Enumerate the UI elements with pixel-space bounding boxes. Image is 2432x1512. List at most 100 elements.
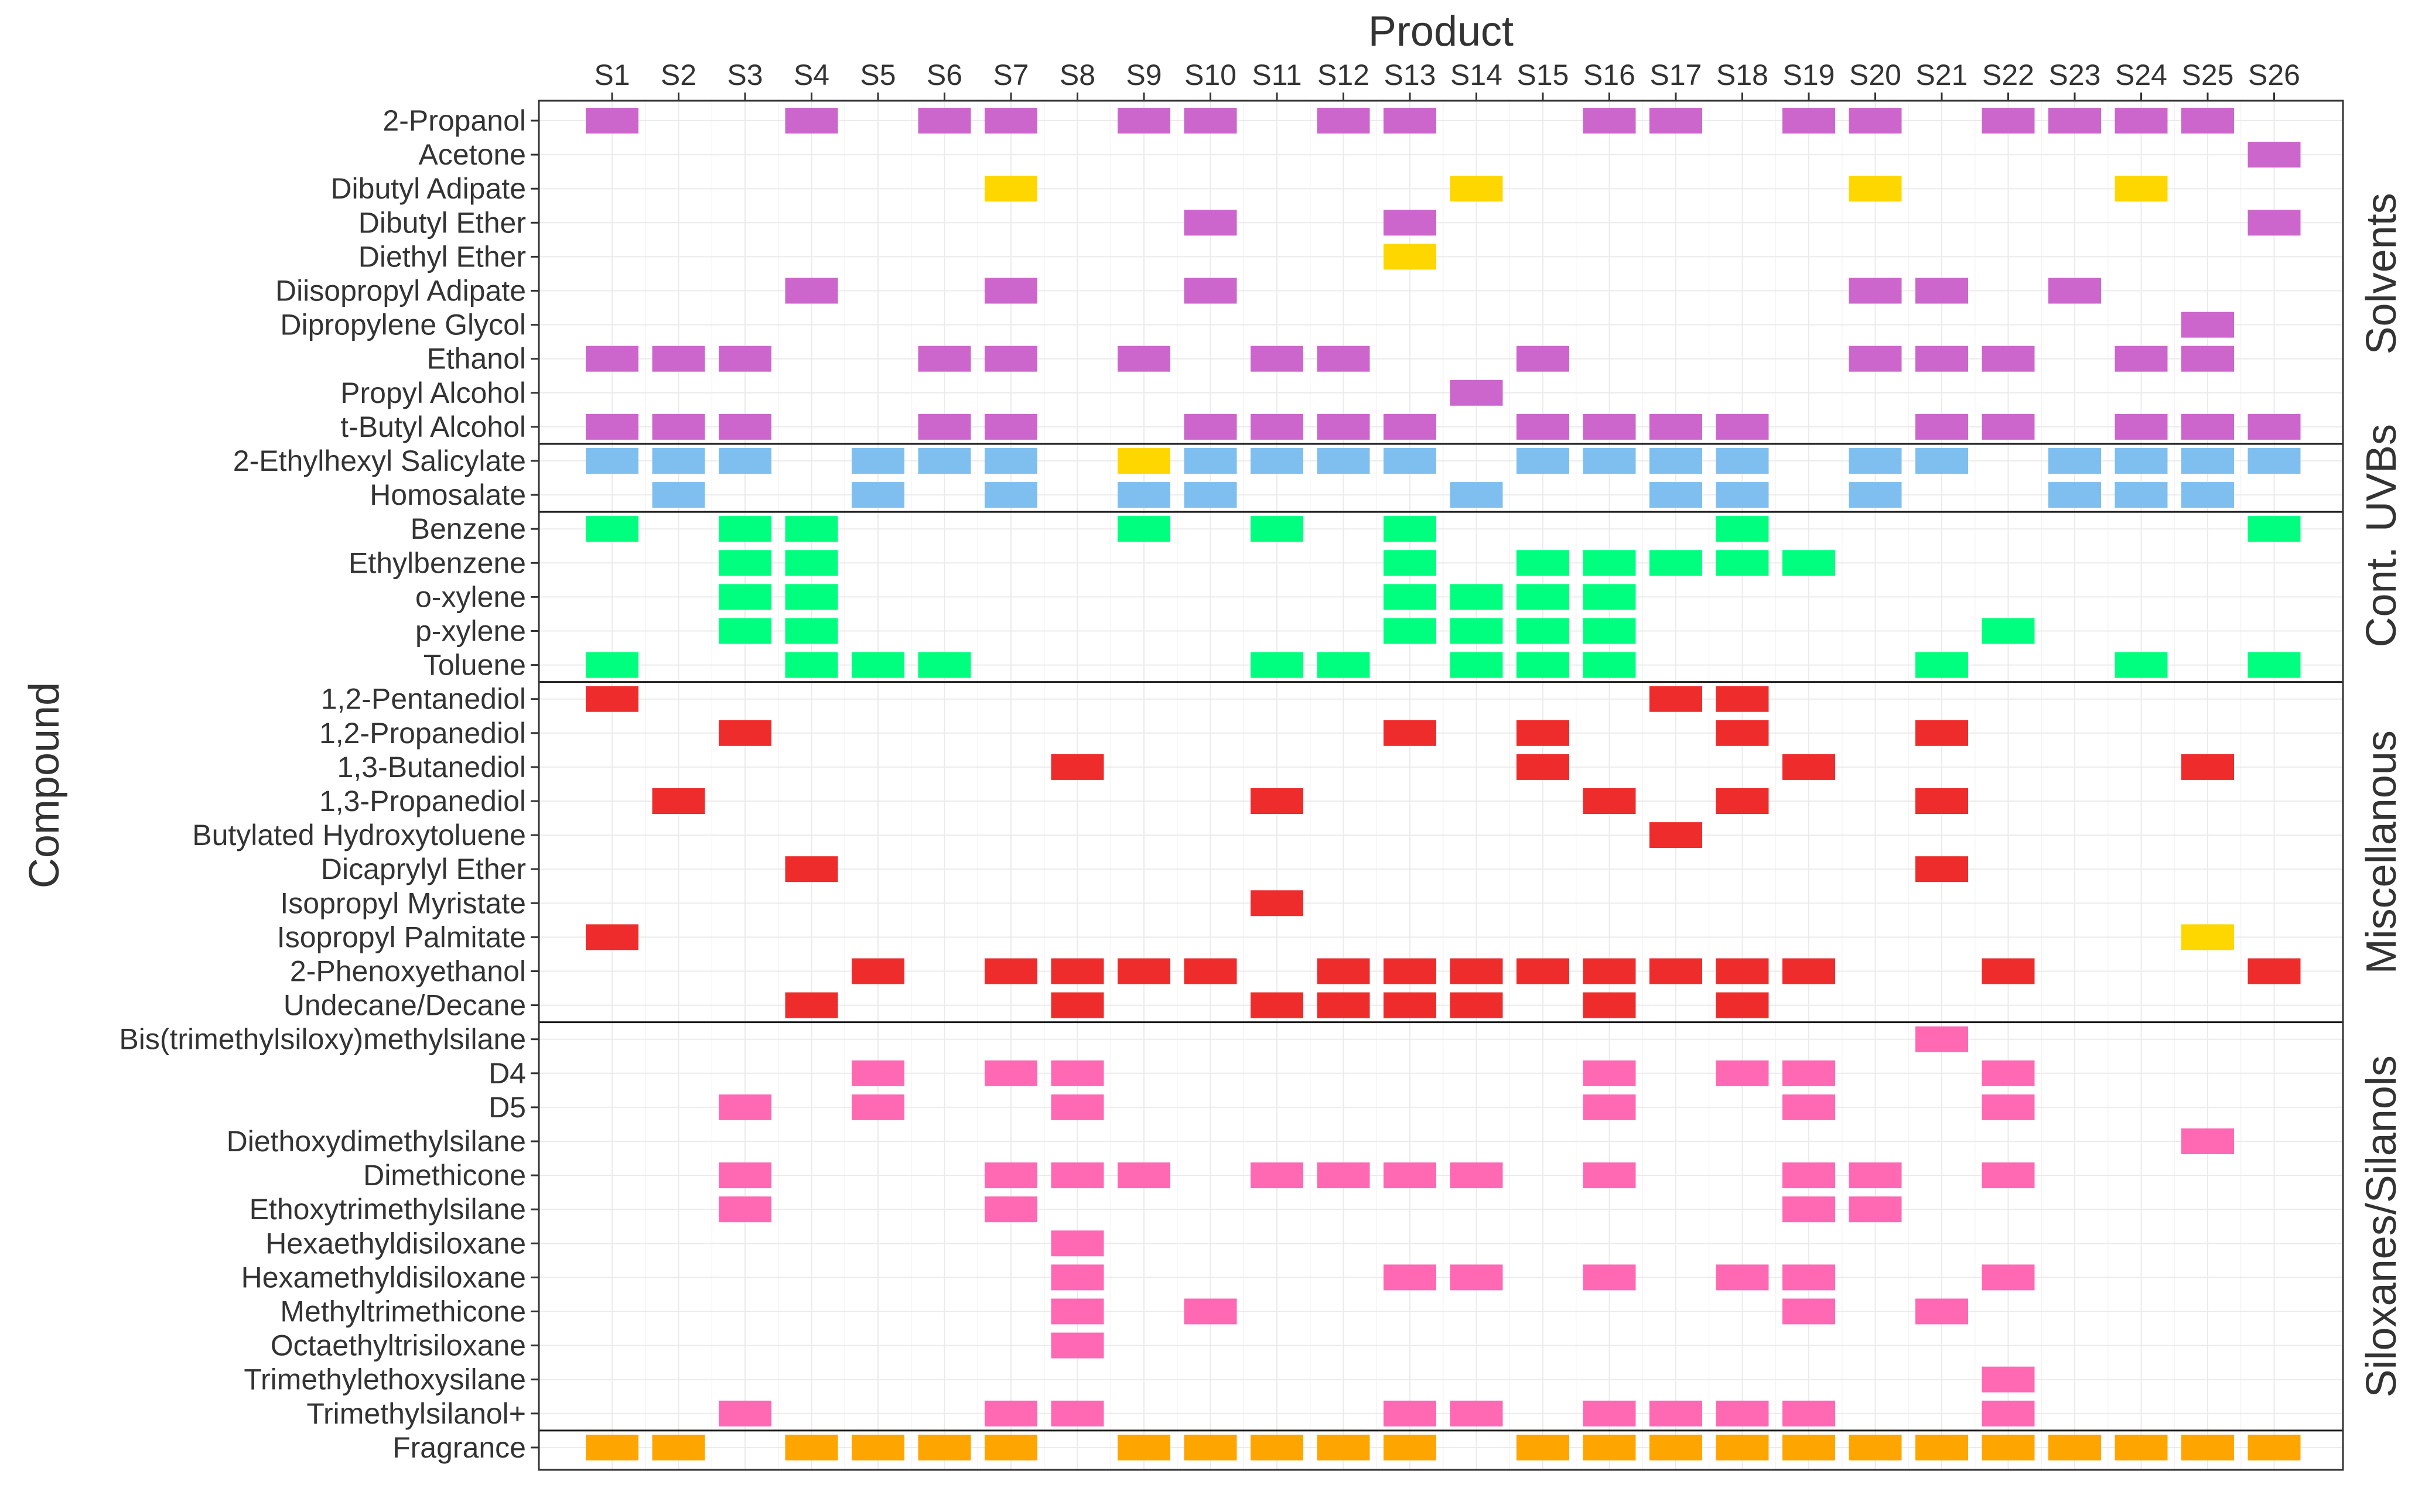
y-tick-label: Ethylbenzene [349,546,526,579]
heatmap-cell [719,618,771,644]
heatmap-cell [985,1400,1037,1427]
heatmap-cell [785,108,838,134]
heatmap-cell [2115,652,2168,678]
heatmap-cell [1516,1434,1569,1460]
heatmap-cell [2115,413,2168,440]
heatmap-cell [1915,788,1968,814]
x-tick-label: S20 [1849,59,1901,91]
x-tick-label: S21 [1916,59,1968,91]
heatmap-cell [2247,210,2301,236]
heatmap-cell [2048,448,2101,474]
heatmap-cell [1782,958,1835,984]
y-tick-label: Diethyl Ether [358,240,526,273]
heatmap-cell [852,1434,904,1460]
heatmap-cell [785,618,838,644]
heatmap-cell [1583,1060,1636,1086]
heatmap-cell [918,413,971,440]
heatmap-cell [1982,1366,2035,1393]
heatmap-cell [1649,1400,1702,1427]
heatmap-cell [1583,1400,1636,1427]
heatmap-cell [1849,482,1902,508]
grid-lines [539,101,2343,1470]
y-tick-label: Fragrance [392,1431,526,1464]
y-tick-label: Undecane/Decane [283,989,526,1022]
heatmap-cell [852,1094,904,1120]
heatmap-cell [1915,1298,1968,1325]
heatmap-cell [1982,1434,2035,1460]
heatmap-cell [1849,448,1902,474]
y-tick-label: Hexaethyldisiloxane [265,1227,526,1260]
y-tick-label: Dimethicone [363,1159,526,1192]
heatmap-cell [2247,1434,2301,1460]
x-tick-label: S25 [2182,59,2234,91]
x-tick-label: S17 [1650,59,1702,91]
heatmap-cell [1716,413,1769,440]
heatmap-cell [985,345,1037,372]
heatmap-cell [1450,1400,1503,1427]
x-tick-label: S22 [1982,59,2034,91]
x-tick-label: S3 [727,59,763,91]
x-tick-label: S10 [1184,59,1237,91]
x-tick-label: S2 [661,59,696,91]
heatmap-cell [1915,1434,1968,1460]
heatmap-cell [1982,1264,2035,1291]
heatmap-cell [1782,1060,1835,1086]
heatmap-cell [1583,108,1636,134]
heatmap-cell [985,1434,1037,1460]
panel-strip-label: UVBs [2358,424,2405,532]
heatmap-cell [1184,108,1237,134]
heatmap-cell [1782,108,1835,134]
heatmap-cell [586,652,638,678]
y-tick-label: Octaethyltrisiloxane [271,1329,526,1362]
heatmap-cell [785,652,838,678]
heatmap-cell [719,516,771,542]
heatmap-cell [2115,345,2168,372]
heatmap-cell [1982,1094,2035,1120]
y-tick-label: 1,2-Propanediol [319,717,526,750]
heatmap-cell [1516,754,1569,780]
heatmap-cell [985,176,1037,202]
heatmap-cell [785,278,838,304]
heatmap-cell [2181,754,2234,780]
y-tick-label: Dipropylene Glycol [280,309,526,341]
heatmap-cell [1982,1060,2035,1086]
heatmap-cell [1649,550,1702,576]
heatmap-cell [1982,1400,2035,1427]
heatmap-cell [1118,345,1170,372]
heatmap-cell [985,958,1037,984]
heatmap-cell [1649,822,1702,849]
heatmap-cell [1384,210,1436,236]
heatmap-cell [1982,108,2035,134]
heatmap-cell [1982,1162,2035,1189]
heatmap-cell [1915,278,1968,304]
x-tick-label: S9 [1126,59,1162,91]
heatmap-cell [1716,720,1769,746]
panel-dividers [539,443,2343,1432]
heatmap-cell [1384,1400,1436,1427]
heatmap-cell [1649,448,1702,474]
heatmap-cell [1118,958,1170,984]
heatmap-cell [719,448,771,474]
heatmap-cell [1649,482,1702,508]
x-axis-tick-labels: S1 S2 S3 S4 S5 S6 S7 S8 S9 S10 S11 S12 S13 S14 S15 S16 S… [594,59,2300,101]
y-tick-label: Isopropyl Palmitate [277,921,526,953]
heatmap-cell [719,1094,771,1120]
heatmap-cell [586,108,638,134]
heatmap-cell [1317,652,1370,678]
heatmap-cell [1516,413,1569,440]
heatmap-cell [785,550,838,576]
heatmap-cell [1583,448,1636,474]
y-tick-label: Trimethylsilanol+ [306,1397,526,1430]
heatmap-cell [1915,448,1968,474]
y-tick-label: Homosalate [370,478,526,511]
y-tick-label: 2-Phenoxyethanol [290,955,526,988]
heatmap-cell [1982,958,2035,984]
heatmap-cell [1051,1400,1104,1427]
heatmap-cell [1649,413,1702,440]
heatmap-cell [586,448,638,474]
heatmap-cell [1317,448,1370,474]
heatmap-cell [1450,584,1503,610]
y-tick-label: Dibutyl Adipate [330,172,526,205]
heatmap-cell [1583,584,1636,610]
heatmap-cell [2048,278,2101,304]
